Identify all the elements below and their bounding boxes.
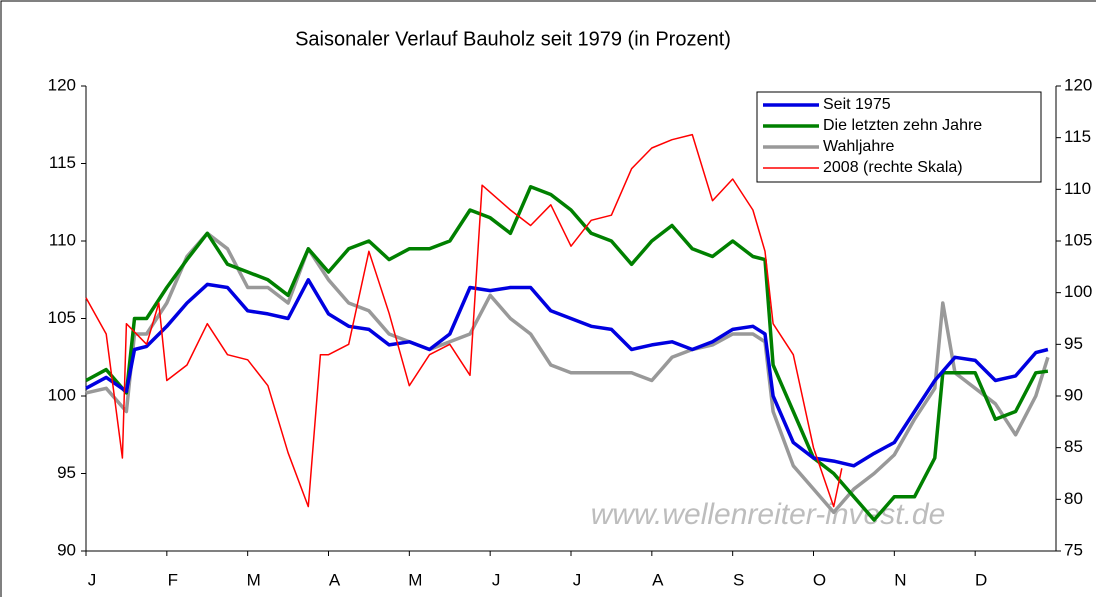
x-tick-label: D xyxy=(975,570,987,589)
x-tick-label: J xyxy=(573,570,582,589)
y2-tick-label: 80 xyxy=(1064,489,1083,508)
x-tick-label: O xyxy=(813,570,826,589)
y2-tick-label: 120 xyxy=(1064,75,1092,94)
legend-label: Wahljahre xyxy=(823,138,895,155)
series-line xyxy=(85,133,843,508)
y2-tick-label: 85 xyxy=(1064,437,1083,456)
chart-title: Saisonaler Verlauf Bauholz seit 1979 (in… xyxy=(295,28,731,50)
y-tick-label: 115 xyxy=(49,153,76,172)
x-tick-label: J xyxy=(492,570,501,589)
y-tick-label: 105 xyxy=(48,308,76,327)
y-tick-label: 90 xyxy=(57,540,76,559)
series-line xyxy=(85,278,1049,468)
legend-label: 2008 (rechte Skala) xyxy=(823,159,963,176)
y-tick-label: 100 xyxy=(48,385,76,404)
y-tick-label: 120 xyxy=(48,75,76,94)
x-tick-label: N xyxy=(894,570,906,589)
y-tick-label: 110 xyxy=(49,230,76,249)
x-tick-label: A xyxy=(329,570,341,589)
x-tick-label: J xyxy=(88,570,97,589)
legend-label: Seit 1975 xyxy=(823,96,891,113)
series-line xyxy=(85,185,1049,522)
y2-tick-label: 110 xyxy=(1064,179,1091,198)
y2-tick-label: 100 xyxy=(1064,282,1092,301)
legend-box xyxy=(756,91,1042,183)
y2-tick-label: 95 xyxy=(1064,334,1083,353)
watermark: www.wellenreiter-invest.de xyxy=(591,498,946,531)
x-tick-label: M xyxy=(408,570,422,589)
y2-tick-label: 90 xyxy=(1064,385,1083,404)
x-tick-label: F xyxy=(168,570,178,589)
x-tick-label: S xyxy=(733,570,744,589)
y-tick-label: 95 xyxy=(57,463,76,482)
legend-label: Die letzten zehn Jahre xyxy=(823,117,982,134)
y2-tick-label: 75 xyxy=(1064,540,1083,559)
x-tick-label: A xyxy=(652,570,664,589)
y2-tick-label: 115 xyxy=(1064,127,1091,146)
y2-tick-label: 105 xyxy=(1064,230,1092,249)
x-tick-label: M xyxy=(247,570,261,589)
